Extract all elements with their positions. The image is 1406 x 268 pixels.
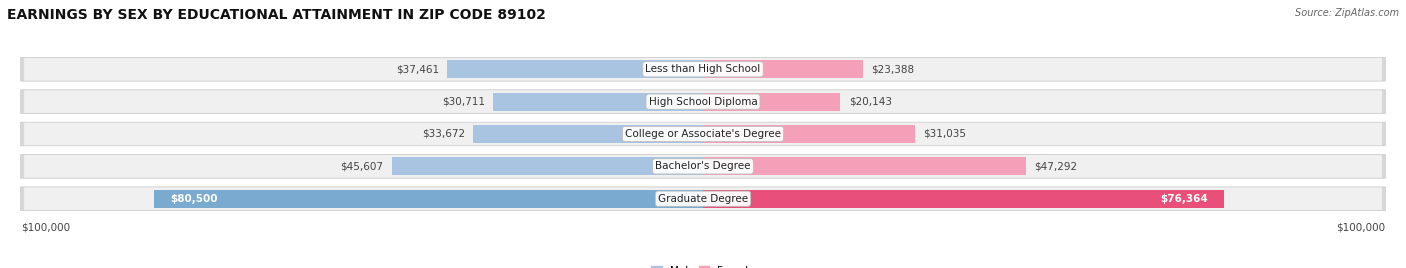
Text: EARNINGS BY SEX BY EDUCATIONAL ATTAINMENT IN ZIP CODE 89102: EARNINGS BY SEX BY EDUCATIONAL ATTAINMEN…: [7, 8, 546, 22]
Bar: [703, 125, 915, 143]
Text: College or Associate's Degree: College or Associate's Degree: [626, 129, 780, 139]
Text: Bachelor's Degree: Bachelor's Degree: [655, 161, 751, 171]
FancyBboxPatch shape: [21, 122, 1385, 146]
FancyBboxPatch shape: [21, 187, 1385, 211]
Bar: [703, 93, 841, 110]
Text: $31,035: $31,035: [922, 129, 966, 139]
Text: High School Diploma: High School Diploma: [648, 97, 758, 107]
Text: $30,711: $30,711: [443, 97, 485, 107]
Legend: Male, Female: Male, Female: [647, 261, 759, 268]
Text: $100,000: $100,000: [1336, 223, 1385, 233]
Text: $76,364: $76,364: [1161, 194, 1208, 204]
Text: $33,672: $33,672: [422, 129, 465, 139]
Text: $100,000: $100,000: [21, 223, 70, 233]
Bar: [703, 158, 1026, 175]
Bar: [474, 125, 703, 143]
Text: $23,388: $23,388: [870, 64, 914, 74]
Text: Graduate Degree: Graduate Degree: [658, 194, 748, 204]
Text: $80,500: $80,500: [170, 194, 218, 204]
FancyBboxPatch shape: [24, 187, 1382, 210]
FancyBboxPatch shape: [24, 155, 1382, 178]
Text: $45,607: $45,607: [340, 161, 384, 171]
Text: Source: ZipAtlas.com: Source: ZipAtlas.com: [1295, 8, 1399, 18]
Text: $47,292: $47,292: [1033, 161, 1077, 171]
FancyBboxPatch shape: [21, 90, 1385, 113]
Bar: [703, 190, 1225, 208]
Bar: [153, 190, 703, 208]
Bar: [703, 60, 863, 78]
FancyBboxPatch shape: [21, 57, 1385, 81]
FancyBboxPatch shape: [24, 123, 1382, 145]
Text: Less than High School: Less than High School: [645, 64, 761, 74]
Text: $37,461: $37,461: [396, 64, 439, 74]
Bar: [447, 60, 703, 78]
FancyBboxPatch shape: [24, 58, 1382, 81]
FancyBboxPatch shape: [24, 90, 1382, 113]
FancyBboxPatch shape: [21, 155, 1385, 178]
Bar: [494, 93, 703, 110]
Text: $20,143: $20,143: [849, 97, 891, 107]
Bar: [392, 158, 703, 175]
